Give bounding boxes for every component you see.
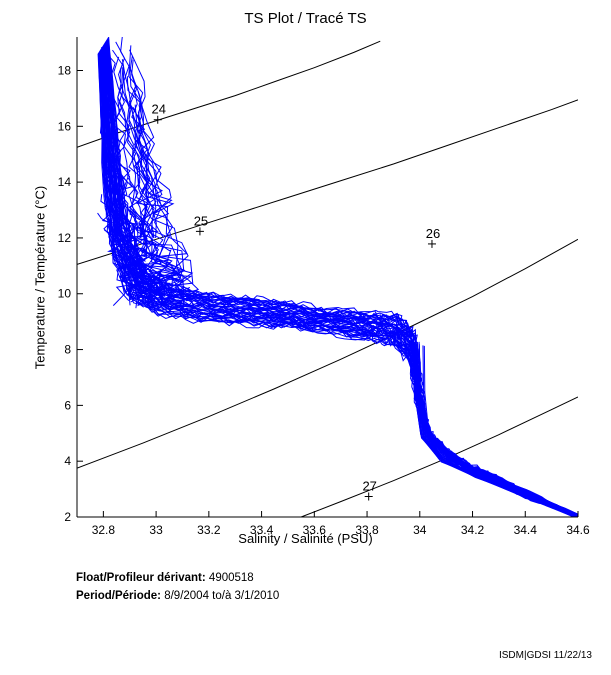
- ts-profile-line: [422, 345, 578, 516]
- caption-float-label: Float/Profileur dérivant:: [76, 572, 206, 584]
- density-contour-26: [77, 238, 578, 469]
- ts-profile-line: [412, 343, 578, 516]
- ts-profile-line: [423, 345, 578, 517]
- caption-period-value: 8/9/2004 to/à 3/1/2010: [164, 590, 280, 602]
- ts-profile-line: [106, 39, 578, 516]
- contour-label-27: 27: [362, 478, 377, 501]
- x-tick-label: 34.2: [461, 523, 485, 537]
- y-tick-label: 14: [58, 175, 72, 189]
- caption-period: Period/Période: 8/9/2004 to/à 3/1/2010: [76, 587, 279, 605]
- x-tick-label: 33.8: [355, 523, 379, 537]
- svg-text:27: 27: [362, 478, 376, 493]
- ts-profile-line: [133, 104, 185, 299]
- y-tick-label: 4: [64, 454, 71, 468]
- ts-profile-line: [115, 202, 163, 308]
- caption-float: Float/Profileur dérivant: 4900518: [76, 569, 279, 587]
- ts-profile-line: [418, 343, 578, 517]
- ts-profile-line: [414, 342, 578, 517]
- ts-profile-line: [130, 210, 185, 304]
- page-title: TS Plot / Tracé TS: [244, 10, 367, 27]
- ts-profile-line: [416, 343, 578, 516]
- contour-label-26: 26: [426, 226, 440, 248]
- caption-block: Float/Profileur dérivant: 4900518 Period…: [76, 569, 279, 605]
- axes: [76, 37, 579, 518]
- ts-profile-line: [121, 196, 191, 291]
- svg-text:25: 25: [194, 213, 208, 228]
- footer-attribution: ISDM|GDSI 11/22/13: [498, 650, 592, 661]
- ts-profile-line: [128, 45, 173, 300]
- x-tick-label: 33.6: [303, 523, 327, 537]
- ts-profile-line: [107, 124, 166, 299]
- ts-profile-line: [418, 341, 578, 516]
- ts-profile-line: [129, 49, 164, 239]
- ts-profile-line: [129, 59, 157, 238]
- ts-profile-line: [115, 41, 146, 239]
- density-contour-25: [77, 99, 578, 265]
- ts-profile-line: [415, 342, 578, 515]
- ts-profile-line: [106, 39, 578, 516]
- ts-profile-line: [100, 48, 578, 517]
- ts-profile-line: [418, 345, 578, 517]
- ts-profile-line: [113, 56, 144, 239]
- ts-profile-line: [412, 343, 578, 517]
- density-contour-24: [77, 40, 381, 148]
- ts-profile-bundle: [97, 37, 578, 517]
- x-tick-label: 34.4: [514, 523, 538, 537]
- y-tick-label: 8: [64, 343, 71, 357]
- ts-profile-line: [414, 344, 576, 517]
- ts-profile-line: [106, 38, 578, 515]
- ts-profile-line: [137, 90, 200, 304]
- ts-profile-line: [415, 342, 578, 517]
- contour-label-25: 25: [194, 213, 208, 236]
- ts-profile-line: [113, 209, 166, 310]
- x-tick-label: 34.6: [566, 523, 590, 537]
- ts-profile-line: [101, 47, 578, 517]
- ts-profile-line: [104, 229, 171, 303]
- ts-profile-line: [412, 346, 575, 517]
- ts-profile-line: [416, 341, 578, 516]
- ts-profile-line: [120, 37, 155, 239]
- x-tick-label: 32.8: [92, 523, 116, 537]
- ts-profile-line: [100, 194, 149, 302]
- ts-profile-line: [106, 39, 578, 516]
- x-tick-label: 33: [149, 523, 163, 537]
- ts-profile-line: [100, 46, 139, 238]
- ts-profile-line: [418, 342, 578, 516]
- y-tick-label: 10: [58, 287, 72, 301]
- ts-profile-line: [108, 37, 578, 515]
- ts-profile-line: [412, 342, 578, 517]
- y-tick-label: 2: [64, 510, 71, 524]
- ts-profile-line: [112, 49, 145, 239]
- x-tick-label: 33.2: [197, 523, 221, 537]
- ts-profile-line: [134, 81, 198, 293]
- ts-profile-line: [101, 48, 578, 517]
- ts-profile-line: [415, 341, 577, 517]
- y-tick-label: 6: [64, 398, 71, 412]
- x-tick-label: 34: [413, 523, 427, 537]
- svg-text:26: 26: [426, 226, 440, 241]
- y-tick-label: 16: [58, 119, 72, 133]
- y-tick-label: 18: [58, 63, 72, 77]
- caption-period-label: Period/Période:: [76, 590, 161, 602]
- y-tick-label: 12: [58, 231, 72, 245]
- x-tick-label: 33.4: [250, 523, 274, 537]
- ts-profile-line: [412, 344, 578, 517]
- ts-profile-line: [97, 212, 161, 295]
- svg-text:24: 24: [152, 102, 166, 117]
- caption-float-value: 4900518: [208, 572, 254, 584]
- x-axis-label: Salinity / Salinité (PSU): [238, 531, 373, 546]
- ts-profile-line: [101, 47, 578, 517]
- contour-label-24: 24: [152, 102, 166, 124]
